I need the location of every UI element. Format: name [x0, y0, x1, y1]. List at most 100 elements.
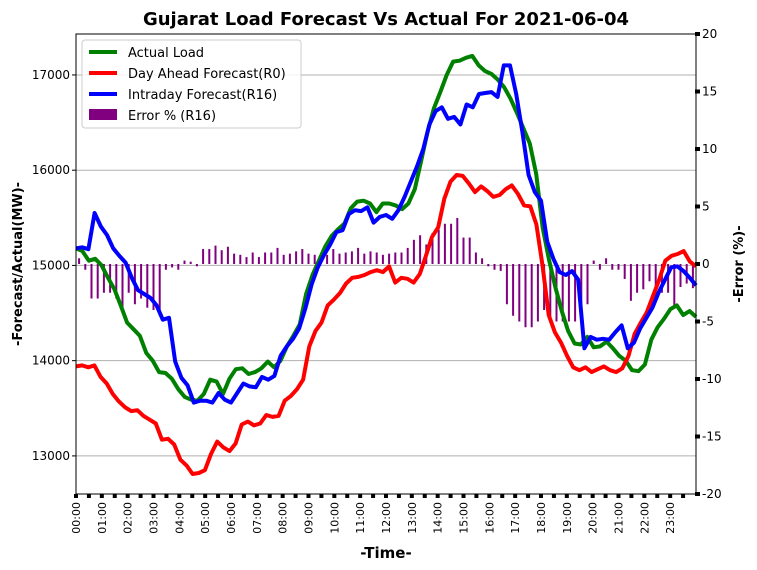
y-right-tick-label: -10	[702, 372, 722, 386]
error-bar	[419, 235, 422, 264]
error-bar	[443, 223, 446, 264]
x-tick	[164, 494, 169, 498]
error-bar	[90, 264, 93, 299]
error-bar	[220, 250, 223, 264]
x-tick	[422, 494, 427, 498]
error-bar	[332, 249, 335, 264]
x-tick	[74, 494, 78, 498]
error-bar	[78, 258, 81, 264]
error-bar	[307, 253, 310, 264]
x-tick	[177, 494, 182, 498]
x-tick	[396, 494, 401, 498]
x-tick	[138, 494, 143, 498]
x-tick-label: 18:00	[535, 502, 548, 534]
intraday-forecast-r16-line	[75, 63, 698, 405]
error-bar	[177, 264, 180, 270]
x-tick-label: 04:00	[173, 502, 186, 534]
error-bar	[226, 246, 229, 264]
error-bar	[679, 264, 682, 287]
error-bar	[468, 237, 471, 264]
x-tick	[526, 494, 531, 498]
error-bar	[450, 223, 453, 264]
error-bar	[301, 249, 304, 264]
error-bar	[350, 251, 353, 264]
x-tick	[345, 494, 350, 498]
error-bar	[344, 252, 347, 264]
error-bar	[195, 264, 198, 267]
x-tick	[629, 494, 634, 498]
y-right-tick-label: -15	[702, 430, 722, 444]
y-right-tick-label: 0	[702, 257, 710, 271]
x-tick	[577, 494, 582, 498]
y-left-tick-label: 17000	[32, 68, 70, 82]
x-tick-label: 22:00	[638, 502, 651, 534]
error-bar	[629, 264, 632, 301]
x-tick-label: 17:00	[509, 502, 522, 534]
x-tick-label: 02:00	[122, 502, 135, 534]
error-bar	[462, 237, 465, 264]
error-bar	[406, 247, 409, 264]
x-tick	[371, 494, 376, 498]
error-bar	[518, 264, 521, 322]
x-tick	[267, 494, 272, 498]
x-tick	[435, 494, 440, 498]
error-bar	[412, 239, 415, 264]
error-bar	[567, 264, 570, 322]
x-tick	[99, 494, 104, 498]
error-bar	[487, 264, 490, 267]
x-tick-label: 07:00	[251, 502, 264, 534]
x-tick	[513, 494, 518, 498]
error-bar	[251, 252, 254, 264]
x-tick	[448, 494, 453, 498]
y-left-tick-label: 13000	[32, 449, 70, 463]
error-bar	[536, 264, 539, 322]
y-right-tick	[695, 434, 700, 439]
error-bar	[375, 252, 378, 264]
x-tick	[603, 494, 608, 498]
error-bar	[481, 258, 484, 264]
error-bar	[586, 264, 589, 305]
error-bar	[474, 252, 477, 264]
error-bar	[369, 251, 372, 264]
x-tick	[681, 494, 686, 498]
error-bar	[394, 252, 397, 264]
x-tick	[461, 494, 466, 498]
y-right-tick	[695, 492, 700, 496]
y-right-tick-label: 15	[702, 85, 717, 99]
x-tick	[551, 494, 556, 498]
x-tick	[254, 494, 259, 498]
error-bar	[357, 247, 360, 264]
error-bar	[214, 245, 217, 264]
y-right-tick	[695, 262, 700, 266]
error-bar	[276, 247, 279, 264]
x-tick-label: 06:00	[225, 502, 238, 534]
error-bar	[456, 218, 459, 264]
error-bar	[282, 254, 285, 264]
error-bar	[338, 253, 341, 264]
error-bar	[598, 264, 601, 270]
x-tick	[112, 494, 117, 498]
error-bar	[288, 253, 291, 264]
error-bar	[400, 252, 403, 264]
error-bar	[257, 257, 260, 264]
error-bar	[189, 261, 192, 264]
x-tick-label: 13:00	[406, 502, 419, 534]
x-tick	[564, 494, 569, 498]
x-tick-label: 19:00	[561, 502, 574, 534]
x-tick-label: 10:00	[328, 502, 341, 534]
error-bar	[208, 249, 211, 264]
x-tick	[151, 494, 156, 498]
legend-box	[81, 39, 302, 129]
x-tick-label: 15:00	[458, 502, 471, 534]
x-tick-label: 23:00	[664, 502, 677, 534]
x-tick	[655, 494, 660, 498]
x-tick	[241, 494, 246, 498]
x-tick	[590, 494, 595, 498]
error-bar	[691, 264, 694, 289]
error-bar	[233, 253, 236, 264]
x-tick	[500, 494, 505, 498]
chart-title: Gujarat Load Forecast Vs Actual For 2021…	[143, 9, 629, 30]
error-bar	[636, 264, 639, 293]
error-bar	[605, 258, 608, 264]
y-right-tick	[695, 89, 700, 94]
